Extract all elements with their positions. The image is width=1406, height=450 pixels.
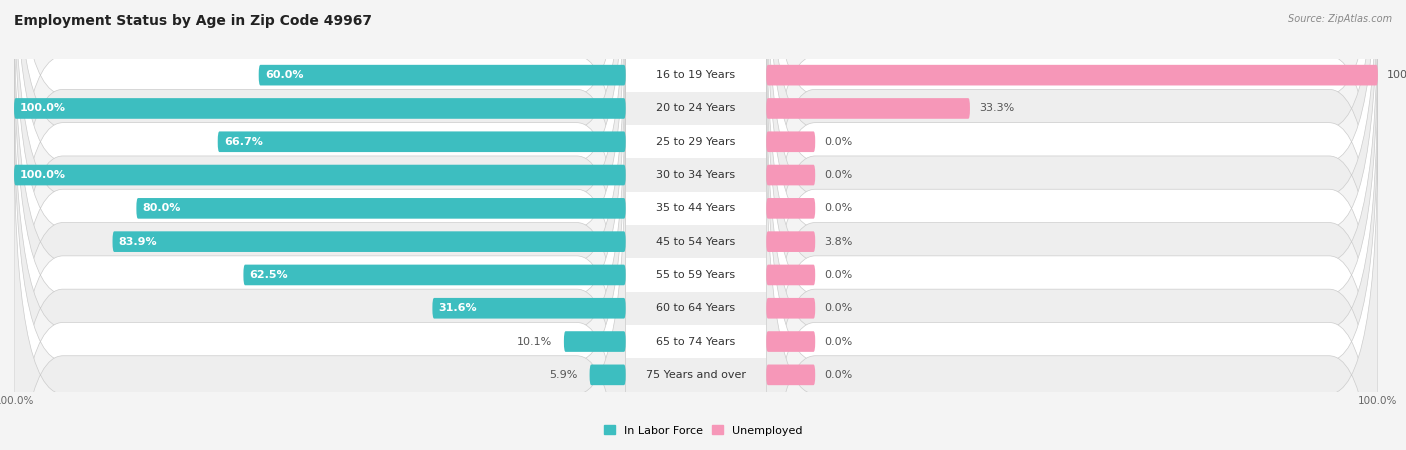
FancyBboxPatch shape — [14, 0, 626, 323]
FancyBboxPatch shape — [766, 0, 1378, 450]
FancyBboxPatch shape — [14, 0, 626, 356]
Text: 10.1%: 10.1% — [516, 337, 551, 347]
Bar — [626, 358, 766, 392]
FancyBboxPatch shape — [766, 94, 1378, 450]
FancyBboxPatch shape — [14, 0, 626, 450]
FancyBboxPatch shape — [766, 127, 1378, 450]
Text: Employment Status by Age in Zip Code 49967: Employment Status by Age in Zip Code 499… — [14, 14, 373, 27]
Bar — [626, 58, 766, 92]
Text: 25 to 29 Years: 25 to 29 Years — [657, 137, 735, 147]
FancyBboxPatch shape — [766, 165, 815, 185]
FancyBboxPatch shape — [14, 165, 626, 185]
FancyBboxPatch shape — [766, 131, 815, 152]
FancyBboxPatch shape — [766, 364, 815, 385]
FancyBboxPatch shape — [14, 127, 626, 450]
Text: Source: ZipAtlas.com: Source: ZipAtlas.com — [1288, 14, 1392, 23]
Text: 33.3%: 33.3% — [979, 104, 1014, 113]
Text: 100.0%: 100.0% — [1388, 70, 1406, 80]
FancyBboxPatch shape — [14, 0, 626, 389]
FancyBboxPatch shape — [766, 298, 815, 319]
Text: 62.5%: 62.5% — [249, 270, 288, 280]
FancyBboxPatch shape — [14, 98, 626, 119]
Text: 45 to 54 Years: 45 to 54 Years — [657, 237, 735, 247]
Text: 60.0%: 60.0% — [264, 70, 304, 80]
Bar — [626, 192, 766, 225]
Text: 0.0%: 0.0% — [824, 337, 852, 347]
FancyBboxPatch shape — [218, 131, 626, 152]
FancyBboxPatch shape — [766, 231, 815, 252]
FancyBboxPatch shape — [433, 298, 626, 319]
FancyBboxPatch shape — [766, 0, 1378, 389]
Text: 3.8%: 3.8% — [824, 237, 853, 247]
FancyBboxPatch shape — [766, 61, 1378, 450]
Text: 0.0%: 0.0% — [824, 137, 852, 147]
Text: 0.0%: 0.0% — [824, 370, 852, 380]
FancyBboxPatch shape — [243, 265, 626, 285]
Text: 0.0%: 0.0% — [824, 303, 852, 313]
FancyBboxPatch shape — [766, 0, 1378, 356]
FancyBboxPatch shape — [112, 231, 626, 252]
FancyBboxPatch shape — [564, 331, 626, 352]
Bar — [626, 125, 766, 158]
FancyBboxPatch shape — [14, 0, 626, 423]
Text: 0.0%: 0.0% — [824, 170, 852, 180]
Text: 16 to 19 Years: 16 to 19 Years — [657, 70, 735, 80]
FancyBboxPatch shape — [766, 27, 1378, 450]
Text: 100.0%: 100.0% — [20, 170, 66, 180]
FancyBboxPatch shape — [766, 0, 1378, 323]
Text: 65 to 74 Years: 65 to 74 Years — [657, 337, 735, 347]
FancyBboxPatch shape — [589, 364, 626, 385]
Bar — [626, 325, 766, 358]
Text: 100.0%: 100.0% — [20, 104, 66, 113]
Text: 35 to 44 Years: 35 to 44 Years — [657, 203, 735, 213]
Text: 20 to 24 Years: 20 to 24 Years — [657, 104, 735, 113]
Text: 55 to 59 Years: 55 to 59 Years — [657, 270, 735, 280]
Text: 80.0%: 80.0% — [142, 203, 181, 213]
FancyBboxPatch shape — [14, 27, 626, 450]
Text: 0.0%: 0.0% — [824, 270, 852, 280]
FancyBboxPatch shape — [259, 65, 626, 86]
FancyBboxPatch shape — [766, 0, 1378, 423]
Text: 60 to 64 Years: 60 to 64 Years — [657, 303, 735, 313]
FancyBboxPatch shape — [766, 98, 970, 119]
FancyBboxPatch shape — [766, 265, 815, 285]
Text: 83.9%: 83.9% — [118, 237, 157, 247]
FancyBboxPatch shape — [766, 65, 1378, 86]
Text: 75 Years and over: 75 Years and over — [645, 370, 747, 380]
FancyBboxPatch shape — [766, 331, 815, 352]
FancyBboxPatch shape — [766, 198, 815, 219]
Bar — [626, 292, 766, 325]
FancyBboxPatch shape — [14, 61, 626, 450]
Bar — [626, 158, 766, 192]
Bar — [626, 258, 766, 292]
Text: 0.0%: 0.0% — [824, 203, 852, 213]
Text: 31.6%: 31.6% — [439, 303, 477, 313]
FancyBboxPatch shape — [14, 94, 626, 450]
FancyBboxPatch shape — [136, 198, 626, 219]
Bar — [626, 225, 766, 258]
FancyBboxPatch shape — [14, 0, 626, 450]
Legend: In Labor Force, Unemployed: In Labor Force, Unemployed — [599, 421, 807, 440]
Text: 5.9%: 5.9% — [548, 370, 578, 380]
Text: 30 to 34 Years: 30 to 34 Years — [657, 170, 735, 180]
FancyBboxPatch shape — [766, 0, 1378, 450]
Text: 66.7%: 66.7% — [224, 137, 263, 147]
Bar — [626, 92, 766, 125]
